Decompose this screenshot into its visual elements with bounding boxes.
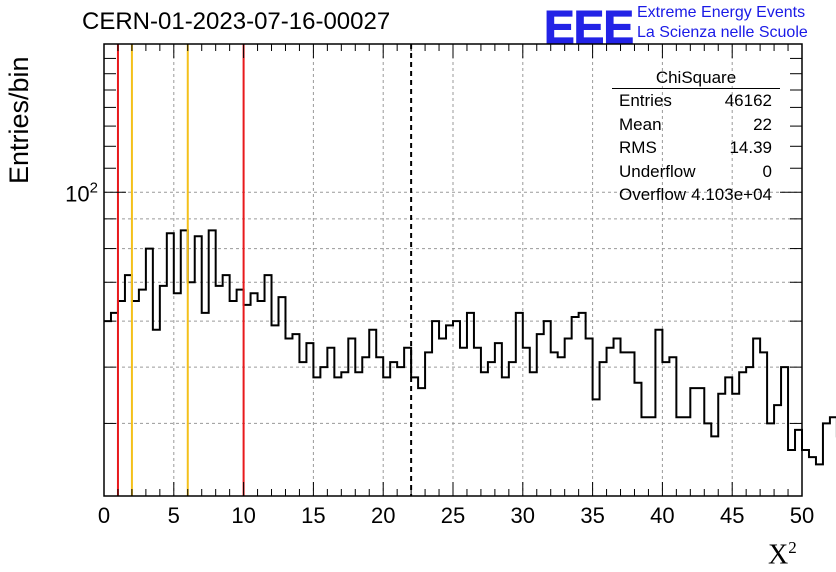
stat-value: 22	[753, 114, 772, 134]
stat-value: 14.39	[729, 138, 772, 157]
stat-row-entries: Entries 46162	[612, 89, 780, 113]
stat-key: Mean	[619, 114, 662, 134]
stat-row-rms: RMS 14.39	[612, 136, 780, 160]
y-axis-label: Entries/bin	[4, 56, 34, 184]
logo-caption-line2: La Scienza nelle Scuole	[637, 24, 808, 41]
stat-row-overflow: Overflow 4.103e+04	[612, 183, 780, 207]
x-tick-label: 15	[301, 503, 325, 528]
y-tick-label-base: 10	[65, 181, 89, 206]
logo-caption-line1: Extreme Energy Events	[637, 4, 806, 21]
y-tick-label-exponent: 2	[90, 179, 98, 196]
x-axis-label: X2	[768, 538, 797, 571]
x-tick-label: 50	[790, 503, 814, 528]
stat-key: RMS	[619, 138, 657, 157]
stat-key: Underflow	[619, 161, 696, 181]
stat-row-mean: Mean 22	[612, 113, 780, 137]
x-tick-label: 10	[231, 503, 255, 528]
run-title: CERN-01-2023-07-16-00027	[82, 8, 391, 35]
stat-key: Entries	[619, 91, 672, 110]
x-tick-label: 0	[98, 503, 110, 528]
x-tick-label: 35	[580, 503, 604, 528]
stat-value: 46162	[724, 91, 772, 110]
x-axis-label-base: X	[768, 539, 789, 571]
x-axis-label-superscript: 2	[788, 538, 797, 557]
stat-value: 0	[762, 161, 772, 181]
x-tick-label: 20	[371, 503, 395, 528]
stat-value: 4.103e+04	[691, 185, 772, 204]
x-tick-label: 30	[511, 503, 535, 528]
x-tick-label: 5	[168, 503, 180, 528]
stats-box: ChiSquare Entries 46162 Mean 22 RMS 14.3…	[612, 68, 780, 207]
x-tick-label: 45	[720, 503, 744, 528]
y-tick-label: 102	[65, 179, 98, 206]
stat-key: Overflow	[619, 185, 687, 204]
x-tick-label: 40	[650, 503, 674, 528]
stat-row-underflow: Underflow 0	[612, 160, 780, 184]
stats-title: ChiSquare	[612, 68, 780, 89]
x-tick-label: 25	[441, 503, 465, 528]
histogram-line	[104, 229, 836, 466]
